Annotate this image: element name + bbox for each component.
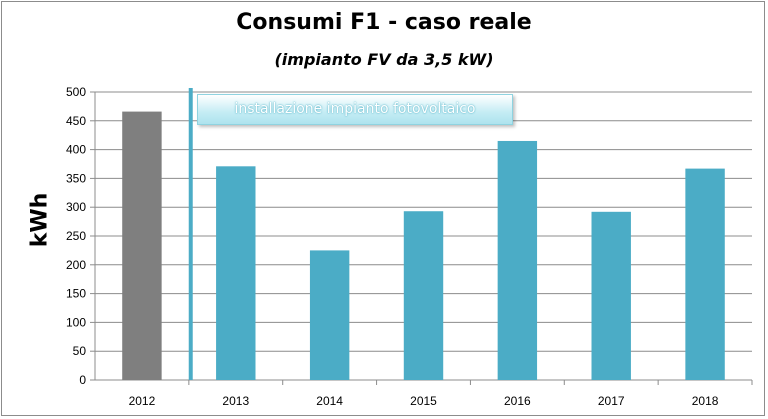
x-tick-label: 2012 xyxy=(129,394,156,408)
y-tick-label: 0 xyxy=(79,373,86,387)
bar-2014 xyxy=(309,250,350,380)
y-tick-label: 100 xyxy=(66,315,86,329)
chart-subtitle: (impianto FV da 3,5 kW) xyxy=(274,50,494,69)
bar-2017 xyxy=(591,211,631,380)
y-tick-label: 500 xyxy=(66,85,86,99)
x-tick-label: 2014 xyxy=(316,394,343,408)
y-tick-label: 350 xyxy=(66,171,86,185)
bar-2013 xyxy=(216,166,256,380)
chart-title: Consumi F1 - caso reale xyxy=(236,10,532,35)
x-tick-label: 2017 xyxy=(598,394,625,408)
x-tick-label: 2016 xyxy=(504,394,531,408)
annotation-callout: installazione impianto fotovoltaico xyxy=(197,94,513,125)
y-tick-label: 200 xyxy=(66,258,86,272)
x-tick-label: 2018 xyxy=(692,394,719,408)
bar-2015 xyxy=(403,211,444,380)
bar-2018 xyxy=(685,168,725,380)
bar-2016 xyxy=(497,140,538,380)
bar-2012 xyxy=(122,111,162,381)
y-tick-label: 150 xyxy=(66,287,86,301)
x-tick-label: 2013 xyxy=(222,394,249,408)
y-tick-label: 400 xyxy=(66,143,86,157)
y-tick-label: 50 xyxy=(73,344,87,358)
x-tick-label: 2015 xyxy=(410,394,437,408)
y-tick-label: 450 xyxy=(66,114,86,128)
y-tick-label: 250 xyxy=(66,229,86,243)
y-tick-label: 300 xyxy=(66,200,86,214)
